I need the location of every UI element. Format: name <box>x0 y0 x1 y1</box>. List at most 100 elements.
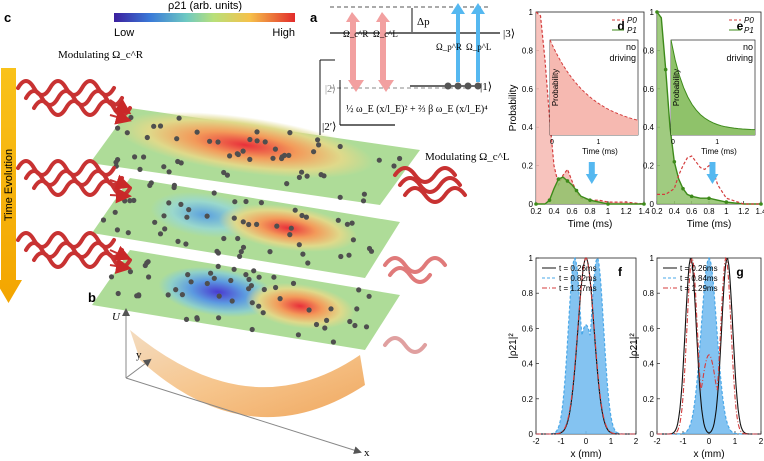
atom <box>142 262 148 269</box>
atom <box>246 276 252 282</box>
marker-p1-d <box>574 188 579 193</box>
atom <box>221 169 227 176</box>
modulating-left-label: Modulating Ω_c^R <box>58 49 144 61</box>
legend-label-1-g: t = 0.84ms <box>680 274 718 283</box>
legend-p1-d: P1 <box>627 26 637 35</box>
panel-label-d: d <box>617 19 624 33</box>
atom <box>360 198 367 204</box>
atom <box>361 191 367 197</box>
atom <box>313 321 320 328</box>
waves-left <box>16 79 132 269</box>
y-tick-label-g: 0 <box>650 430 655 439</box>
inset-ylabel-e: Probability <box>672 69 681 106</box>
atom <box>194 315 200 321</box>
marker-p1-d <box>588 198 592 202</box>
waves-right <box>383 166 467 354</box>
inset-curve-d <box>549 39 639 121</box>
marker-p1-e <box>663 67 668 72</box>
atom <box>173 287 179 293</box>
x-tick-label-e: 0.8 <box>703 207 715 216</box>
y-tick-label-e: 0.8 <box>643 46 655 55</box>
atom <box>137 166 143 172</box>
series-p1-d <box>536 176 644 205</box>
atom <box>215 263 221 269</box>
y-tick-label-e: 0.4 <box>643 123 655 132</box>
atom <box>179 292 185 298</box>
atom <box>256 274 262 280</box>
x-tick-label-e: 0.2 <box>651 207 663 216</box>
legend-p0-d: P0 <box>627 16 637 25</box>
series-0-g <box>657 258 761 435</box>
y-tick-label-f: 1 <box>529 254 534 263</box>
inset-fill-d <box>550 40 638 135</box>
atom <box>349 220 355 226</box>
y-tick-label-e: 0 <box>650 200 655 209</box>
marker-p1-e <box>689 194 694 199</box>
omega-pR: Ω_p^R <box>436 42 462 52</box>
y-tick-label-f: 0.8 <box>522 289 534 298</box>
atom <box>247 136 253 143</box>
atom <box>166 169 172 175</box>
legend-label-0-g: t = 0.26ms <box>680 264 718 273</box>
atom <box>262 139 268 145</box>
x-tick-label-e: 0.6 <box>686 207 698 216</box>
atom <box>284 181 290 187</box>
atom <box>178 201 184 207</box>
inset-label-2-d: driving <box>609 53 636 63</box>
atom <box>330 339 336 345</box>
atom <box>125 230 131 236</box>
atom <box>161 164 167 170</box>
x-tick-label-f: 1 <box>609 437 614 446</box>
x-tick-label-g: 0 <box>707 437 712 446</box>
series-1-g-fill <box>657 258 761 434</box>
atom <box>157 231 164 237</box>
atom <box>318 172 324 178</box>
time-marker-arrow-e <box>706 162 719 184</box>
atom <box>231 215 237 221</box>
atom <box>344 221 350 227</box>
atom <box>267 249 273 255</box>
atom <box>188 279 194 285</box>
atom <box>115 125 121 131</box>
atom <box>208 270 214 276</box>
marker-p1-d <box>642 202 646 206</box>
atom <box>254 129 260 135</box>
atom <box>286 152 292 158</box>
atom <box>231 266 237 272</box>
series-p1-e-fill <box>657 12 761 204</box>
delta-p: Δp <box>417 16 430 28</box>
atom <box>232 199 238 205</box>
y-tick-label-d: 0.2 <box>522 162 534 171</box>
atom <box>176 115 182 121</box>
series-2-f <box>536 257 636 435</box>
atom <box>115 290 121 297</box>
atom <box>328 306 334 312</box>
atom <box>194 129 200 135</box>
atom <box>186 207 192 213</box>
x-tick-label-d: 1.4 <box>638 207 650 216</box>
atom <box>324 317 330 323</box>
atom <box>247 156 253 162</box>
atom <box>299 169 305 175</box>
atom <box>108 274 115 280</box>
x-axis-label-e: Time (ms) <box>687 219 732 230</box>
atom <box>184 214 190 220</box>
axis-u: U <box>112 311 121 323</box>
potential-formula: ½ ω_E (x/l_E)² + ⅔ β ω_E (x/l_E)⁴ <box>346 104 488 115</box>
atom <box>141 154 147 160</box>
atom <box>112 209 118 215</box>
y-tick-label-f: 0.4 <box>522 360 534 369</box>
series-p0-e <box>657 155 761 205</box>
time-marker-arrow-d <box>585 162 598 184</box>
x-tick-label-g: -1 <box>679 437 687 446</box>
panel-label-g: g <box>736 265 743 279</box>
atom <box>279 155 285 162</box>
atom <box>246 286 252 292</box>
x-tick-label-e: 1.4 <box>755 207 764 216</box>
atom <box>254 138 260 144</box>
atom <box>228 277 234 284</box>
legend-p1-e: P1 <box>744 26 754 35</box>
atom <box>224 172 230 178</box>
atom <box>211 190 217 196</box>
atom <box>165 292 171 298</box>
